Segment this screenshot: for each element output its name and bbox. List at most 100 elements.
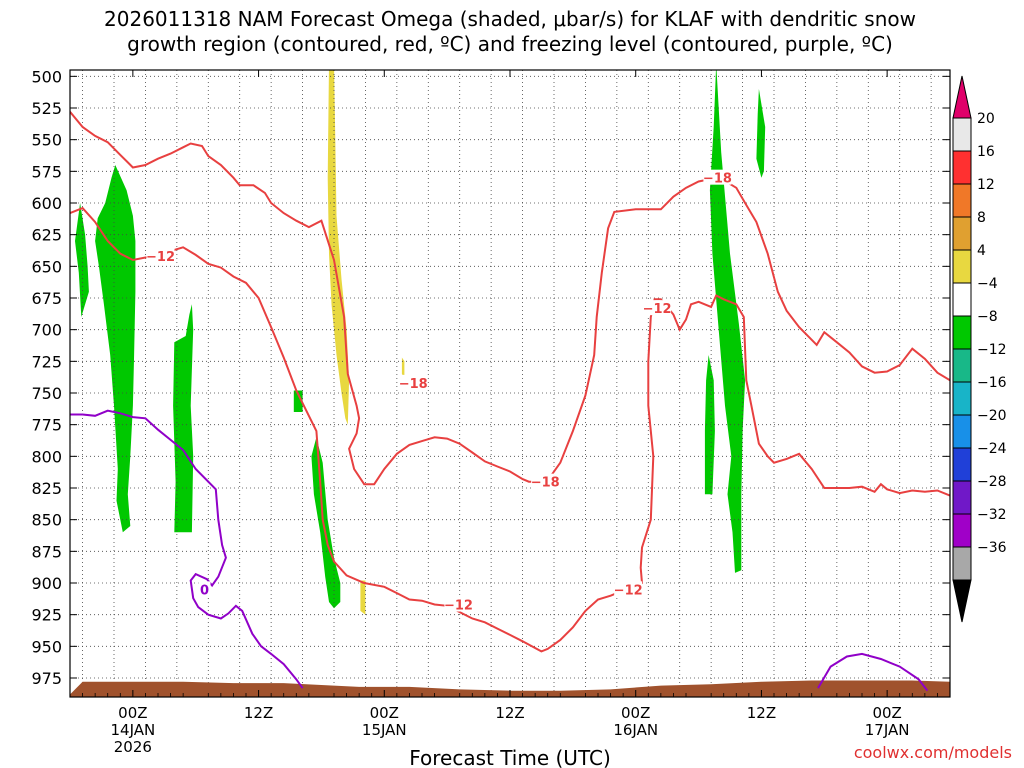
- y-tick-label-2: 550: [31, 131, 62, 150]
- x-tick-label-0-1: 14JAN: [110, 721, 155, 739]
- x-tick-label-0-2: 2026: [114, 738, 152, 756]
- colorbar-box-12: [952, 513, 972, 548]
- x-tick-label-6-0: 00Z: [872, 704, 901, 722]
- colorbar-bottom-arrow: [952, 579, 972, 623]
- x-tick-label-2-1: 15JAN: [362, 721, 407, 739]
- contour-label-bg-3: [444, 596, 473, 612]
- credit-text: coolwx.com/models: [854, 743, 1012, 762]
- chart-title-line1: 2026011318 NAM Forecast Omega (shaded, μ…: [104, 7, 916, 31]
- y-tick-label-12: 800: [31, 447, 62, 466]
- y-tick-label-5: 625: [31, 226, 62, 245]
- y-tick-label-1: 525: [31, 99, 62, 118]
- contour-lines: [70, 111, 950, 692]
- contour-label-2: −18: [531, 476, 560, 491]
- colorbar-box-6: [952, 315, 972, 350]
- y-tick-label-14: 850: [31, 511, 62, 530]
- y-tick-label-16: 900: [31, 574, 62, 593]
- contour-label-bg-0: [146, 248, 175, 264]
- contour-label-bg-2: [531, 473, 560, 489]
- y-tick-label-15: 875: [31, 542, 62, 561]
- colorbar-label-1: 16: [977, 144, 995, 160]
- y-axis: 500 525 550 575 600 625 650 675 700 725 750 775 800 8…: [31, 67, 950, 688]
- omega-area-5: [709, 70, 746, 573]
- colorbar: 20 16 12 8 4 −4 −8 −12 −16 −20 −24 −28 −32 −36: [952, 75, 1007, 623]
- terrain-fill: [70, 680, 950, 697]
- colorbar-box-8: [952, 381, 972, 416]
- colorbar-label-3: 8: [977, 210, 986, 226]
- omega-area-1: [95, 165, 136, 533]
- y-tick-label-9: 725: [31, 352, 62, 371]
- y-tick-label-10: 750: [31, 384, 62, 403]
- y-tick-label-19: 975: [31, 669, 62, 688]
- omega-area-3: [293, 390, 303, 412]
- y-tick-label-6: 650: [31, 257, 62, 276]
- freezing-level-contour-2: [817, 652, 929, 692]
- contour-label-4: −12: [614, 583, 643, 598]
- x-tick-label-4-0: 00Z: [621, 704, 650, 722]
- colorbar-label-13: −36: [977, 540, 1007, 556]
- omega-area-0: [75, 203, 89, 317]
- colorbar-label-6: −8: [977, 309, 998, 325]
- omega-area-8: [327, 70, 350, 425]
- x-tick-label-4-1: 16JAN: [613, 721, 658, 739]
- y-tick-label-4: 600: [31, 194, 62, 213]
- omega-area-2: [173, 304, 194, 533]
- contour-label-bg-1: [399, 374, 428, 390]
- chart-title-line2: growth region (contoured, red, ºC) and f…: [127, 32, 893, 56]
- y-tick-label-3: 575: [31, 162, 62, 181]
- contour-label-3: −12: [444, 599, 473, 614]
- grid-lines: [70, 70, 950, 697]
- omega-area-10: [401, 357, 405, 378]
- freezing-level-contour: [70, 409, 304, 689]
- colorbar-label-4: 4: [977, 243, 986, 259]
- contour-label-1: −18: [399, 377, 428, 392]
- colorbar-label-8: −16: [977, 375, 1007, 391]
- colorbar-box-13: [952, 546, 972, 581]
- colorbar-box-1: [952, 150, 972, 185]
- colorbar-label-9: −20: [977, 408, 1007, 424]
- contour-label-7: 0: [200, 583, 209, 598]
- plot-area: −12 −18 −18 −12 −12 −12 −18 0: [69, 69, 951, 698]
- omega-shading: [75, 70, 766, 615]
- colorbar-box-11: [952, 480, 972, 515]
- omega-area-9: [360, 580, 366, 615]
- contour-label-bg-6: [703, 169, 732, 185]
- colorbar-box-4: [952, 249, 972, 284]
- colorbar-label-7: −12: [977, 342, 1007, 358]
- dgz-contour-0: [70, 111, 950, 486]
- plot-frame: [69, 69, 951, 698]
- y-tick-label-18: 950: [31, 637, 62, 656]
- colorbar-label-11: −28: [977, 474, 1007, 490]
- contour-label-5: −12: [643, 302, 672, 317]
- omega-area-7: [756, 89, 766, 178]
- x-tick-label-1-0: 12Z: [244, 704, 273, 722]
- y-tick-label-8: 700: [31, 321, 62, 340]
- omega-area-4: [311, 437, 341, 609]
- colorbar-box-7: [952, 348, 972, 383]
- x-axis-label: Forecast Time (UTC): [409, 746, 611, 768]
- colorbar-box-10: [952, 447, 972, 482]
- colorbar-top-arrow: [952, 75, 972, 119]
- x-tick-label-6-1: 17JAN: [865, 721, 910, 739]
- colorbar-box-9: [952, 414, 972, 449]
- contour-label-bg-7: [198, 581, 211, 597]
- contour-label-bg-4: [614, 581, 643, 597]
- y-tick-label-11: 775: [31, 416, 62, 435]
- y-tick-label-13: 825: [31, 479, 62, 498]
- colorbar-label-5: −4: [977, 276, 998, 292]
- y-tick-label-7: 675: [31, 289, 62, 308]
- colorbar-box-5: [952, 282, 972, 317]
- contour-label-0: −12: [146, 250, 175, 265]
- contour-label-6: −18: [703, 172, 732, 187]
- y-tick-label-0: 500: [31, 67, 62, 86]
- colorbar-label-12: −32: [977, 507, 1007, 523]
- colorbar-label-10: −24: [977, 441, 1007, 457]
- terrain-polygon: [70, 680, 950, 697]
- colorbar-label-0: 20: [977, 111, 995, 127]
- colorbar-box-0: [952, 117, 972, 152]
- colorbar-box-2: [952, 183, 972, 218]
- x-tick-label-5-0: 12Z: [747, 704, 776, 722]
- dgz-contour-1: [70, 206, 950, 653]
- contour-labels: −12 −18 −18 −12 −12 −12 −18 0: [146, 169, 732, 614]
